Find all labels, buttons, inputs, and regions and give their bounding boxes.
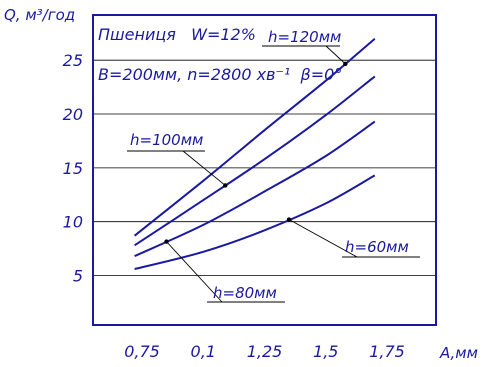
label-leaders [127,45,420,303]
x-tick-label: 1,75 [369,342,405,361]
y-tick-label: 20 [63,105,83,124]
leader-dot-0 [343,61,348,67]
x-axis-label: A,мм [439,344,478,362]
leader-line-0 [325,45,346,65]
x-tick-label: 1,25 [247,342,283,361]
series-line-0 [133,37,376,237]
leader-line-1 [182,150,226,186]
y-tick-label: 10 [63,213,83,232]
series-label-h120: h=120мм [268,28,341,46]
grid [93,59,436,276]
y-axis-label: Q, м³/год [4,6,75,24]
y-tick-label: 25 [63,51,83,70]
series-line-3 [134,174,376,270]
series-label-h100: h=100мм [130,131,203,149]
series-line-2 [134,120,376,258]
annotation-params: B=200мм, n=2800 хв⁻¹ β=0° [98,65,342,84]
x-tick-label: 1,5 [313,342,338,361]
y-tick-label: 15 [63,159,83,178]
leader-dot-2 [164,239,169,244]
series-line-1 [134,75,376,247]
leader-dot-1 [223,183,228,188]
leader-dot-3 [286,217,292,222]
series-lines [133,37,376,270]
x-tick-label: 0,1 [191,342,216,361]
leader-line-3 [288,219,358,258]
series-label-h60: h=60мм [345,238,409,256]
plot-frame [92,14,437,326]
y-tick-label: 5 [73,266,83,285]
annotation-crop: Пшениця W=12% [98,25,256,44]
leader-line-2 [166,241,223,303]
series-label-h80: h=80мм [213,284,277,302]
tick-labels: 5 10 15 20 25 0,75 0,1 1,25 1,5 1,75 [63,51,405,361]
x-tick-label: 0,75 [124,342,160,361]
